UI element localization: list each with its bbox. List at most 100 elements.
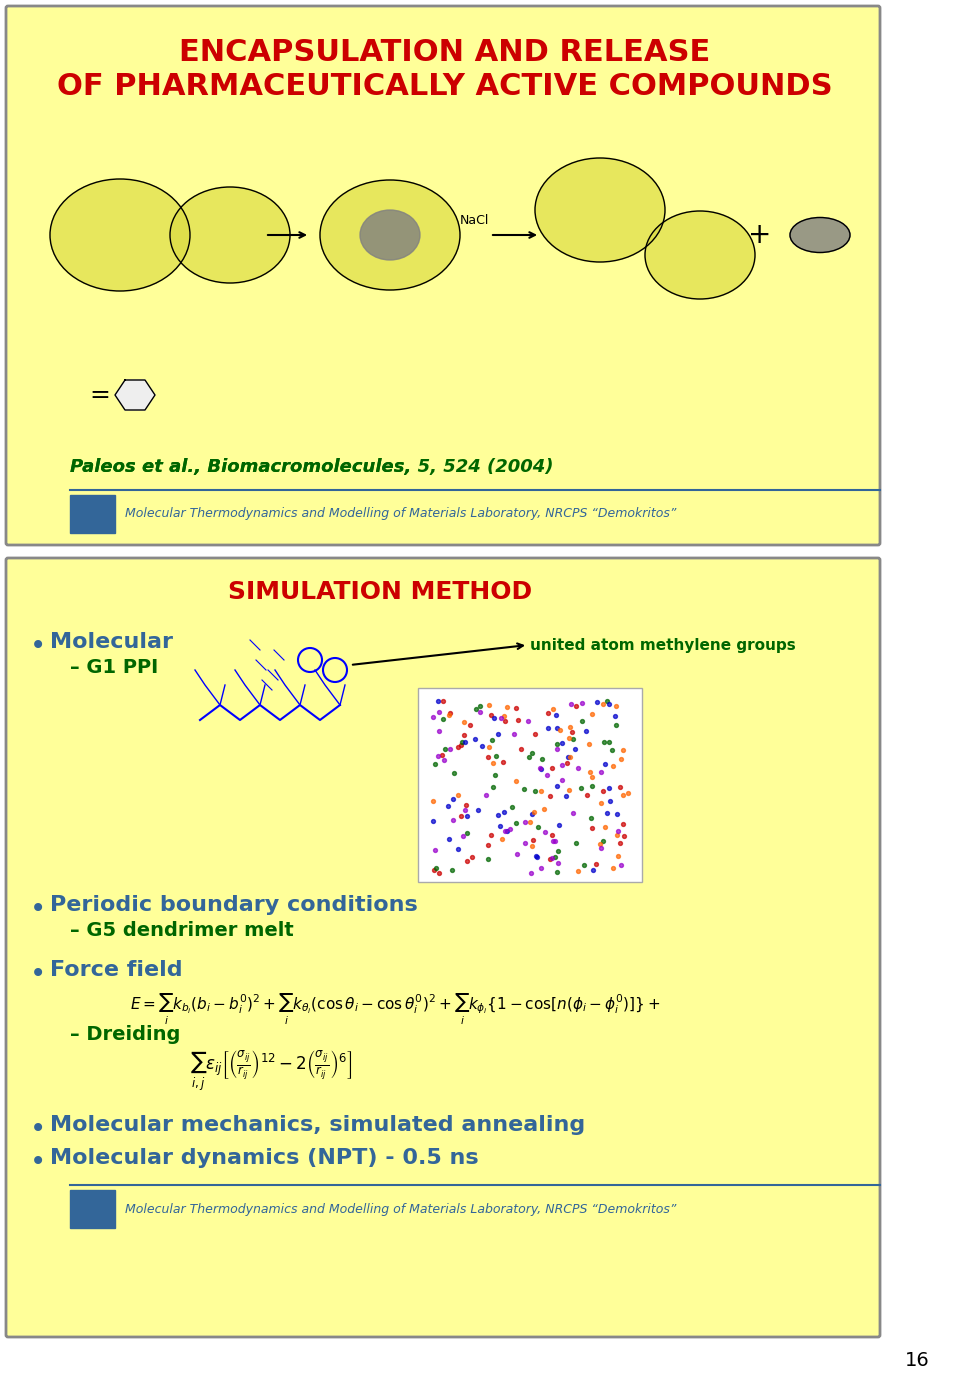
Point	[496, 801, 512, 823]
Point	[552, 720, 567, 742]
Point	[579, 784, 594, 806]
Text: Molecular Thermodynamics and Modelling of Materials Laboratory, NRCPS “Demokrito: Molecular Thermodynamics and Modelling o…	[125, 508, 677, 520]
Point	[584, 774, 599, 797]
Point	[573, 777, 588, 799]
Point	[616, 824, 632, 847]
Point	[545, 830, 561, 852]
Point	[565, 728, 581, 751]
Point	[603, 790, 618, 812]
Point	[445, 788, 461, 810]
Point	[600, 802, 615, 824]
Point	[593, 762, 609, 784]
Point	[523, 862, 539, 884]
Point	[460, 822, 475, 844]
Point	[450, 737, 466, 759]
Point	[563, 745, 578, 767]
Point	[567, 738, 583, 760]
Point	[499, 819, 515, 841]
Point	[570, 859, 586, 882]
Point	[446, 762, 462, 784]
Point	[483, 704, 498, 727]
Text: $\sum_{i,j} \varepsilon_{ij}\left[\left(\frac{\sigma_{ij}}{r_{ij}}\right)^{12} -: $\sum_{i,j} \varepsilon_{ij}\left[\left(…	[190, 1048, 352, 1092]
Point	[431, 720, 446, 742]
Point	[564, 693, 579, 716]
Point	[497, 820, 513, 843]
Text: ENCAPSULATION AND RELEASE: ENCAPSULATION AND RELEASE	[180, 38, 710, 67]
Point	[559, 752, 574, 774]
Point	[544, 847, 560, 869]
Text: Molecular Thermodynamics and Modelling of Materials Laboratory, NRCPS “Demokrito: Molecular Thermodynamics and Modelling o…	[125, 1202, 677, 1215]
Point	[606, 755, 621, 777]
Point	[549, 776, 564, 798]
Text: $E = \sum_i k_{b_i}(b_i - b_i^0)^2 + \sum_i k_{\theta_i}(\cos\theta_i - \cos\the: $E = \sum_i k_{b_i}(b_i - b_i^0)^2 + \su…	[130, 993, 660, 1027]
Point	[596, 693, 612, 716]
Point	[535, 748, 550, 770]
Point	[502, 817, 517, 840]
Point	[610, 823, 625, 845]
Point	[527, 723, 542, 745]
Point	[610, 802, 625, 824]
Point	[492, 815, 508, 837]
Point	[589, 691, 605, 713]
Point	[544, 757, 560, 780]
Point	[549, 717, 564, 739]
Point	[456, 724, 471, 746]
Point	[435, 709, 450, 731]
Point	[522, 810, 538, 833]
Point	[428, 858, 444, 880]
FancyBboxPatch shape	[6, 558, 880, 1336]
Point	[528, 845, 543, 868]
Point	[524, 742, 540, 764]
Bar	[175, 619, 405, 820]
Point	[554, 753, 569, 776]
Point	[547, 845, 563, 868]
Point	[612, 776, 628, 798]
Point	[459, 794, 474, 816]
Point	[430, 745, 445, 767]
Point	[445, 808, 461, 830]
Point	[442, 703, 457, 725]
Point	[441, 827, 456, 850]
Point	[509, 696, 524, 718]
Point	[595, 780, 611, 802]
Point	[542, 784, 558, 806]
Point	[570, 756, 586, 778]
Text: •: •	[30, 1148, 46, 1176]
Point	[481, 737, 496, 759]
Point	[608, 695, 623, 717]
Text: •: •	[30, 1115, 46, 1143]
Point	[511, 709, 526, 731]
Point	[615, 739, 631, 762]
Point	[434, 744, 449, 766]
Text: •: •	[30, 632, 46, 660]
Text: =: =	[89, 384, 110, 407]
Point	[612, 831, 628, 854]
Point	[549, 861, 564, 883]
Point	[425, 790, 441, 812]
Point	[574, 692, 589, 714]
Text: OF PHARMACEUTICALLY ACTIVE COMPOUNDS: OF PHARMACEUTICALLY ACTIVE COMPOUNDS	[58, 73, 833, 100]
Point	[564, 721, 579, 744]
Point	[534, 780, 549, 802]
Point	[588, 854, 604, 876]
Point	[568, 695, 584, 717]
Point	[499, 695, 515, 717]
Point	[455, 824, 470, 847]
Point	[605, 858, 620, 880]
Point	[611, 844, 626, 866]
Point	[493, 706, 509, 728]
Point	[508, 770, 523, 792]
Point	[558, 785, 573, 808]
Point	[426, 858, 442, 880]
Point	[491, 804, 506, 826]
Point	[551, 813, 566, 836]
Point	[432, 862, 447, 884]
Point	[450, 784, 466, 806]
Point	[574, 710, 589, 732]
Point	[526, 801, 541, 823]
Point	[481, 746, 496, 769]
Point	[565, 801, 581, 823]
Text: Molecular model: Molecular model	[50, 632, 258, 651]
Point	[551, 852, 566, 875]
Point	[543, 824, 559, 847]
